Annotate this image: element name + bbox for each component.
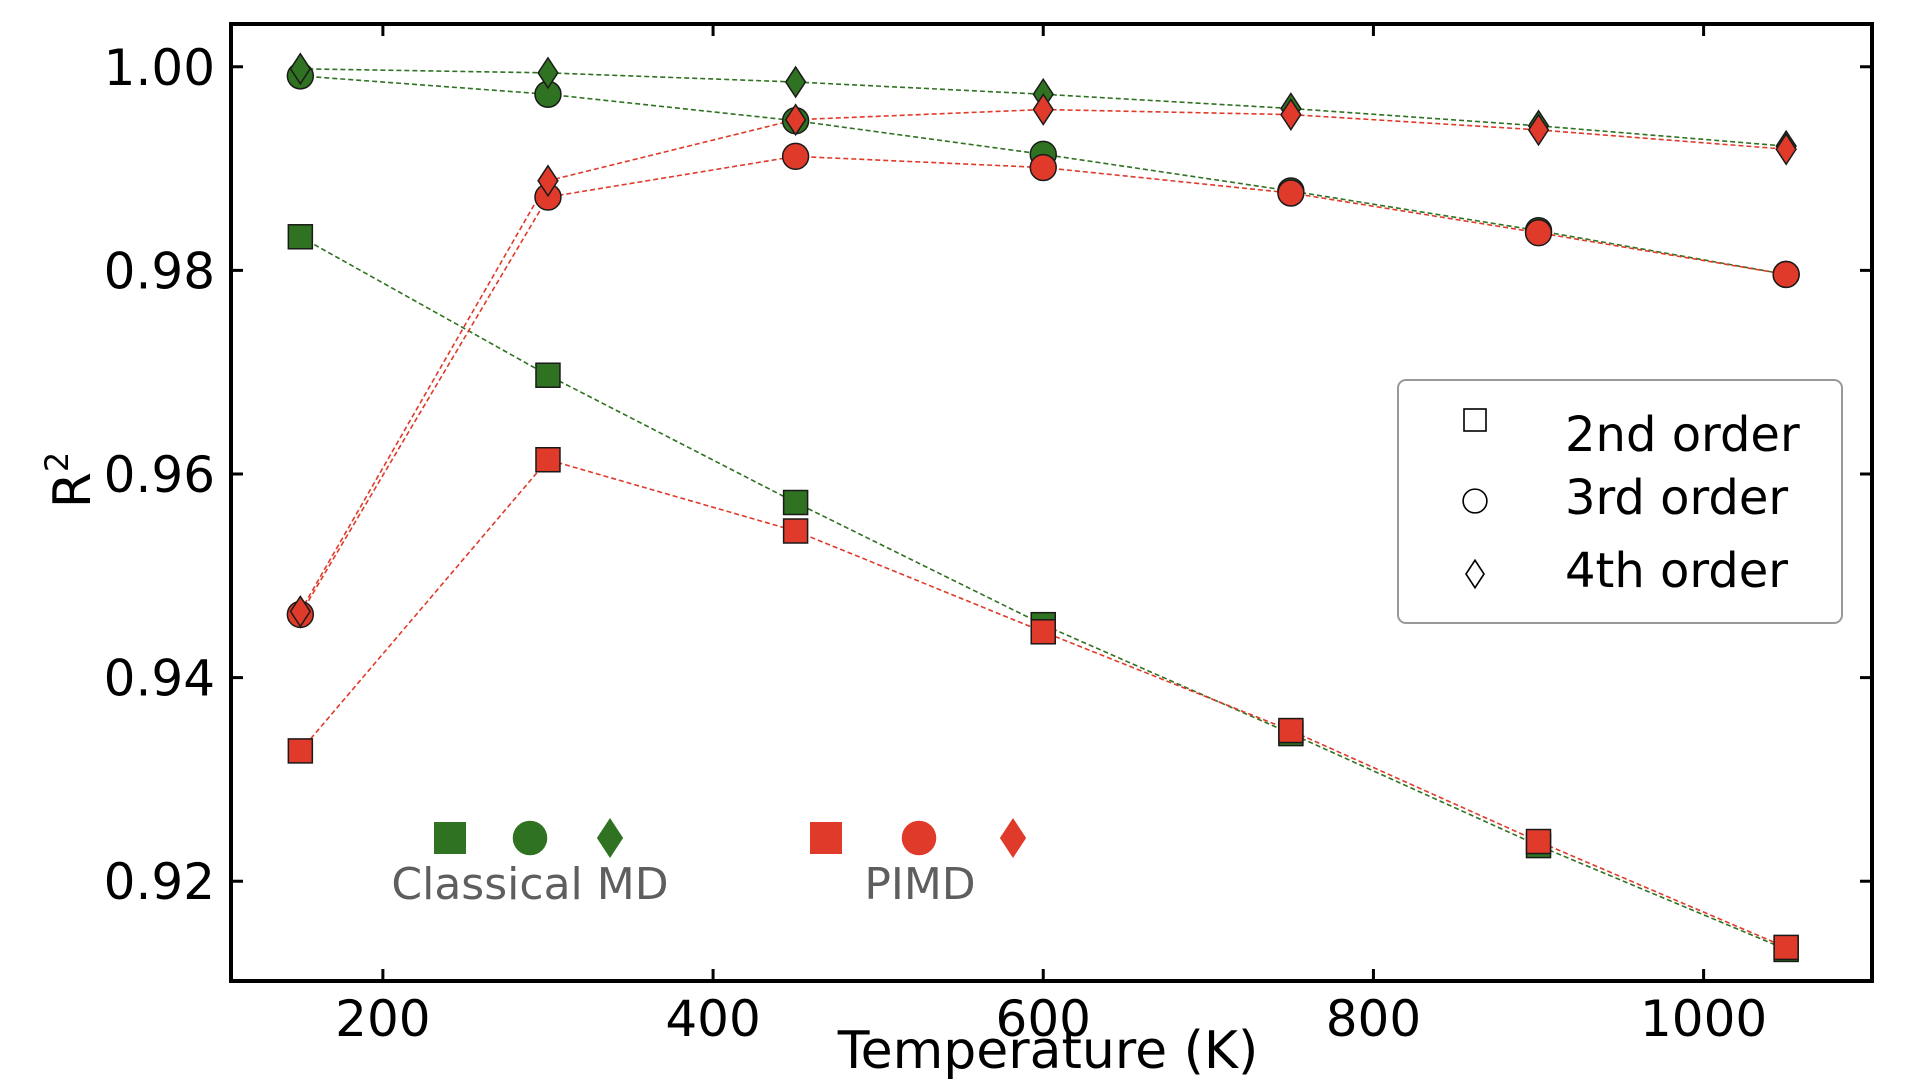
legend-markers (1462, 408, 1488, 590)
series-markers (286, 52, 1800, 963)
data-point (1032, 93, 1054, 126)
y-axis-label: R2 (38, 452, 103, 509)
data-point (1029, 153, 1057, 182)
y-tick-label: 1.00 (104, 39, 215, 97)
data-point (1030, 619, 1056, 645)
data-point (287, 738, 314, 764)
data-point (1278, 717, 1304, 744)
y-tick-label: 0.96 (104, 446, 215, 504)
y-axis-label-superscript: 2 (38, 452, 76, 472)
data-point (781, 142, 810, 171)
annotation-markers (434, 818, 1027, 858)
annotation-marker (596, 818, 624, 858)
data-point (289, 52, 312, 86)
x-tick-label: 800 (1326, 990, 1421, 1048)
data-point (1775, 132, 1797, 166)
annotation-pimd: PIMD (864, 859, 975, 910)
data-point (1524, 218, 1553, 247)
annotation-classical-md: Classical MD (391, 859, 668, 910)
y-axis-label-base: R (43, 472, 103, 508)
data-point (1527, 113, 1550, 147)
data-point (537, 56, 559, 90)
data-point (289, 595, 312, 628)
data-point (782, 518, 809, 544)
data-point (784, 103, 807, 137)
data-point (1277, 179, 1305, 207)
legend-label-4th-order: 4th order (1565, 543, 1788, 599)
x-tick-label: 200 (335, 990, 430, 1048)
x-tick-label: 1000 (1640, 990, 1767, 1048)
legend-label-2nd-order: 2nd order (1565, 407, 1800, 463)
y-tick-label: 0.94 (104, 650, 215, 708)
data-point (782, 489, 809, 516)
data-point (1772, 260, 1800, 289)
plot-frame (229, 22, 1874, 983)
legend-marker (1462, 488, 1488, 514)
data-point (1525, 828, 1552, 855)
x-axis-label: Temperature (K) (837, 1021, 1259, 1080)
method-annotations: Classical MD PIMD (391, 818, 1027, 910)
annotation-marker (512, 820, 548, 856)
data-point (535, 362, 561, 388)
legend-label-3rd-order: 3rd order (1565, 470, 1788, 526)
tick-labels: 200 400 600 800 1000 0.92 0.94 0.96 0.98 1.00 (104, 39, 1768, 1048)
y-tick-label: 0.98 (104, 242, 215, 300)
legend-marker (1463, 408, 1487, 432)
data-point (537, 164, 559, 198)
data-point (1280, 98, 1302, 131)
data-point (1773, 934, 1799, 961)
x-tick-label: 600 (996, 990, 1091, 1048)
legend: 2nd order 3rd order 4th order (1397, 379, 1843, 624)
annotation-marker (810, 822, 842, 854)
data-point (535, 446, 561, 473)
data-point (784, 65, 807, 99)
annotation-marker (999, 818, 1027, 858)
annotation-marker (434, 822, 466, 854)
data-point (287, 224, 314, 250)
y-tick-label: 0.92 (104, 853, 215, 911)
x-tick-label: 400 (665, 990, 760, 1048)
legend-marker (1465, 558, 1485, 590)
annotation-marker (901, 820, 937, 856)
legend-box (1397, 379, 1843, 624)
